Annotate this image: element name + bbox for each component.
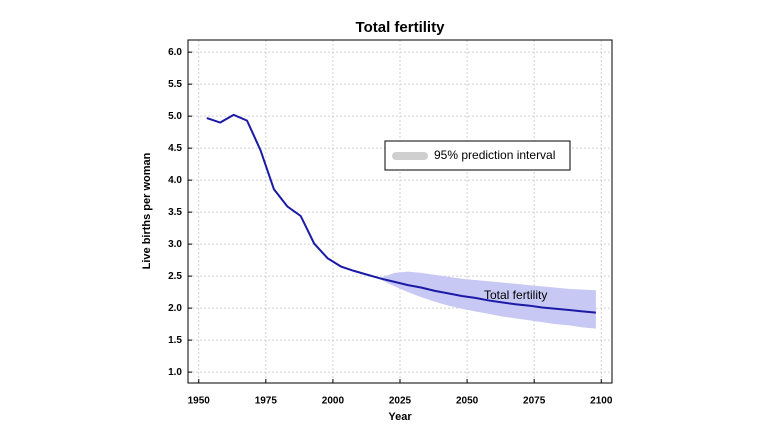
x-tick-label: 2050	[456, 396, 479, 407]
x-tick-label: 1950	[188, 396, 211, 407]
y-tick-label: 2.0	[168, 303, 182, 314]
y-tick-label: 4.5	[168, 143, 182, 154]
y-tick-label: 1.0	[168, 367, 182, 378]
y-tick-label: 1.5	[168, 335, 182, 346]
x-axis-label: Year	[388, 411, 412, 423]
plot-frame	[187, 39, 613, 384]
x-tick-label: 2025	[389, 396, 412, 407]
y-tick-label: 5.5	[168, 79, 182, 90]
x-tick-label: 1975	[255, 396, 278, 407]
x-tick-label: 2075	[523, 396, 546, 407]
y-tick-label: 4.0	[168, 175, 182, 186]
y-axis-label: Live births per woman	[141, 152, 153, 269]
x-tick-label: 2000	[322, 396, 345, 407]
y-tick-label: 6.0	[168, 47, 182, 58]
chart-title: Total fertility	[356, 19, 446, 36]
legend-label: 95% prediction interval	[434, 148, 555, 162]
y-tick-label: 5.0	[168, 111, 182, 122]
series-label: Total fertility	[484, 288, 547, 302]
y-tick-label: 3.5	[168, 207, 182, 218]
y-tick-label: 2.5	[168, 271, 182, 282]
x-tick-label: 2100	[590, 396, 613, 407]
series-line	[206, 113, 596, 314]
y-tick-label: 3.0	[168, 239, 182, 250]
